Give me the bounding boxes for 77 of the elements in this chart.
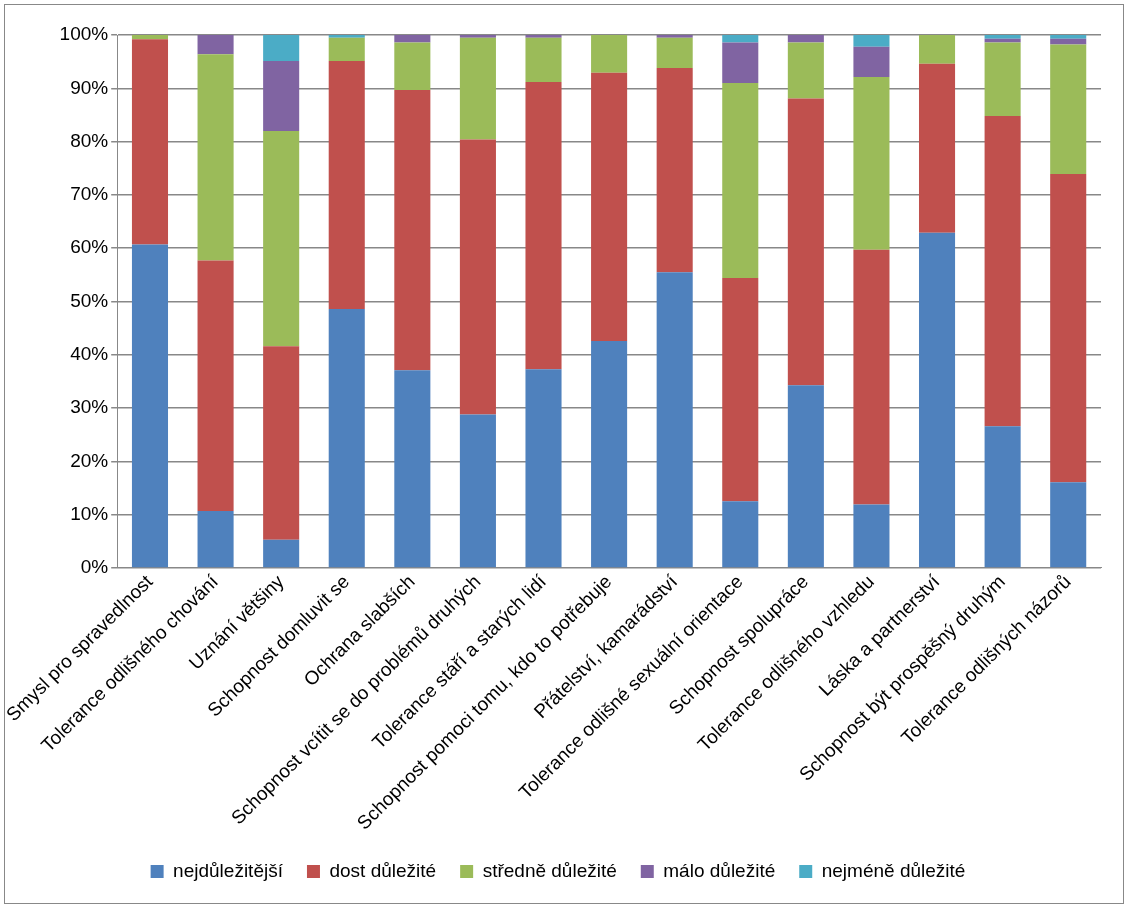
bar xyxy=(328,308,365,568)
bar xyxy=(263,539,300,568)
bar xyxy=(787,42,824,99)
y-tick-label: 90% xyxy=(70,76,109,98)
bar xyxy=(197,54,234,261)
bar xyxy=(656,272,693,568)
bar xyxy=(853,249,890,505)
y-tick-label: 70% xyxy=(70,183,109,205)
legend-label: nejméně důležité xyxy=(821,859,966,881)
bar xyxy=(459,414,496,568)
y-tick-label: 100% xyxy=(59,23,109,45)
bar xyxy=(263,130,300,347)
legend-label: dost důležité xyxy=(329,859,437,881)
bar xyxy=(787,385,824,568)
legend-label: nejdůležitější xyxy=(173,859,284,881)
bar xyxy=(787,35,824,43)
bar xyxy=(656,68,693,273)
bar xyxy=(656,37,693,69)
bar xyxy=(328,37,365,62)
bar xyxy=(722,35,759,43)
bar xyxy=(131,39,169,245)
y-tick-label: 0% xyxy=(80,556,109,578)
bar xyxy=(853,46,890,78)
bar xyxy=(459,35,496,38)
bar xyxy=(919,232,956,568)
bar xyxy=(984,35,1021,39)
y-tick-label: 10% xyxy=(70,502,109,524)
bar xyxy=(591,72,628,341)
y-tick-label: 50% xyxy=(70,289,109,311)
bar xyxy=(853,504,890,568)
bar xyxy=(328,61,365,309)
bar xyxy=(722,278,759,502)
bar xyxy=(131,244,169,568)
bar xyxy=(394,42,431,90)
bar xyxy=(197,260,234,511)
bar xyxy=(984,42,1021,117)
bar xyxy=(459,139,496,415)
y-tick-label: 20% xyxy=(70,449,109,471)
bar xyxy=(1050,35,1087,39)
bar xyxy=(525,35,562,38)
bar xyxy=(197,35,234,55)
bar xyxy=(263,346,300,540)
bar xyxy=(919,63,956,233)
bar xyxy=(263,61,300,131)
legend-label: středně důležité xyxy=(482,859,617,881)
bar xyxy=(394,370,431,568)
bar xyxy=(1050,482,1087,568)
bar xyxy=(131,35,169,40)
bar xyxy=(853,35,890,47)
bar xyxy=(591,340,628,568)
bar xyxy=(853,77,890,250)
bar xyxy=(197,510,234,568)
bar xyxy=(984,426,1021,568)
bar xyxy=(459,37,496,140)
bar xyxy=(394,35,431,43)
bar xyxy=(525,81,562,370)
bar xyxy=(722,42,759,83)
bar xyxy=(525,369,562,568)
bar xyxy=(591,35,628,73)
y-tick-label: 40% xyxy=(70,342,109,364)
bar xyxy=(1050,38,1087,45)
bar xyxy=(263,35,300,62)
bar xyxy=(1050,44,1087,175)
bar xyxy=(787,98,824,386)
legend-label: málo důležité xyxy=(663,859,776,881)
bar xyxy=(919,35,956,64)
bar xyxy=(656,35,693,38)
y-tick-label: 30% xyxy=(70,396,109,418)
bar xyxy=(722,501,759,568)
y-tick-label: 60% xyxy=(70,236,109,258)
bar xyxy=(722,82,759,279)
bar xyxy=(525,37,562,82)
bar xyxy=(1050,174,1087,483)
bar xyxy=(984,116,1021,427)
bar xyxy=(394,89,431,371)
y-tick-label: 80% xyxy=(70,129,109,151)
bar xyxy=(328,35,365,38)
